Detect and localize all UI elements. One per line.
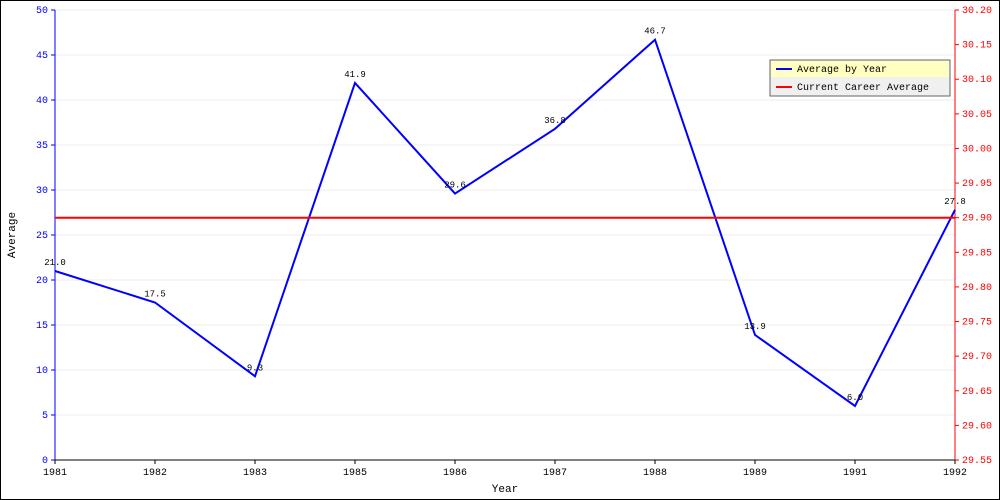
y-right-tick-label: 29.55	[962, 456, 992, 467]
y-left-tick-label: 25	[36, 231, 48, 242]
y-left-tick-label: 40	[36, 96, 48, 107]
y-right-tick-label: 29.70	[962, 352, 992, 363]
legend-label: Average by Year	[797, 64, 887, 76]
x-tick-label: 1985	[343, 468, 367, 479]
y-right-tick-label: 29.60	[962, 421, 992, 432]
x-axis-label: Year	[492, 484, 518, 496]
y-right-tick-label: 29.90	[962, 214, 992, 225]
x-tick-label: 1982	[143, 468, 167, 479]
y-right-tick-label: 30.00	[962, 144, 992, 155]
y-left-tick-label: 45	[36, 51, 48, 62]
data-label: 29.6	[444, 181, 466, 191]
data-label: 46.7	[644, 27, 666, 37]
y-left-tick-label: 35	[36, 141, 48, 152]
x-tick-label: 1987	[543, 468, 567, 479]
y-left-tick-label: 15	[36, 321, 48, 332]
data-label: 6.0	[847, 393, 863, 403]
y-axis-left-label: Average	[7, 212, 19, 258]
y-right-tick-label: 29.75	[962, 318, 992, 329]
y-right-tick-label: 29.95	[962, 179, 992, 190]
x-tick-label: 1991	[843, 468, 867, 479]
data-label: 9.3	[247, 363, 263, 373]
data-label: 21.0	[44, 258, 66, 268]
y-right-tick-label: 29.85	[962, 248, 992, 259]
x-tick-label: 1983	[243, 468, 267, 479]
y-left-tick-label: 50	[36, 6, 48, 17]
y-right-tick-label: 29.80	[962, 283, 992, 294]
y-left-tick-label: 5	[42, 411, 48, 422]
y-left-tick-label: 30	[36, 186, 48, 197]
data-label: 41.9	[344, 70, 366, 80]
data-label: 13.9	[744, 322, 766, 332]
y-left-tick-label: 20	[36, 276, 48, 287]
data-label: 27.8	[944, 197, 966, 207]
x-tick-label: 1992	[943, 468, 967, 479]
legend-label: Current Career Average	[797, 83, 929, 94]
x-tick-label: 1981	[43, 468, 67, 479]
x-tick-label: 1988	[643, 468, 667, 479]
y-right-tick-label: 30.20	[962, 6, 992, 17]
y-left-tick-label: 0	[42, 456, 48, 467]
chart-svg: 0 5 10 15 20 25 30 35 40 45 50 29.55 29.60 29.65 29.70…	[0, 0, 1000, 500]
y-right-tick-label: 30.05	[962, 110, 992, 121]
y-left-tick-label: 10	[36, 366, 48, 377]
x-tick-label: 1989	[743, 468, 767, 479]
data-label: 36.8	[544, 116, 566, 126]
y-right-tick-label: 30.15	[962, 41, 992, 52]
chart-container: 0 5 10 15 20 25 30 35 40 45 50 29.55 29.60 29.65 29.70…	[0, 0, 1000, 500]
y-right-tick-label: 30.10	[962, 75, 992, 86]
data-label: 17.5	[144, 290, 166, 300]
y-right-tick-label: 29.65	[962, 387, 992, 398]
x-tick-label: 1986	[443, 468, 467, 479]
